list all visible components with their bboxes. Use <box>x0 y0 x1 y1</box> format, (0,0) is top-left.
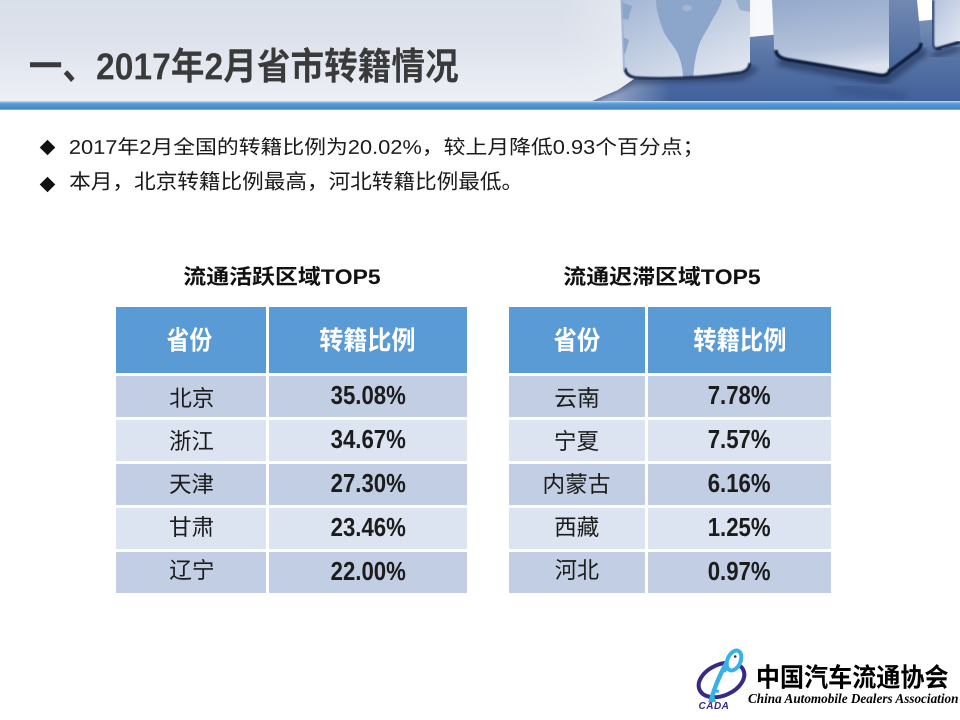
svg-text:CADA: CADA <box>699 701 730 712</box>
